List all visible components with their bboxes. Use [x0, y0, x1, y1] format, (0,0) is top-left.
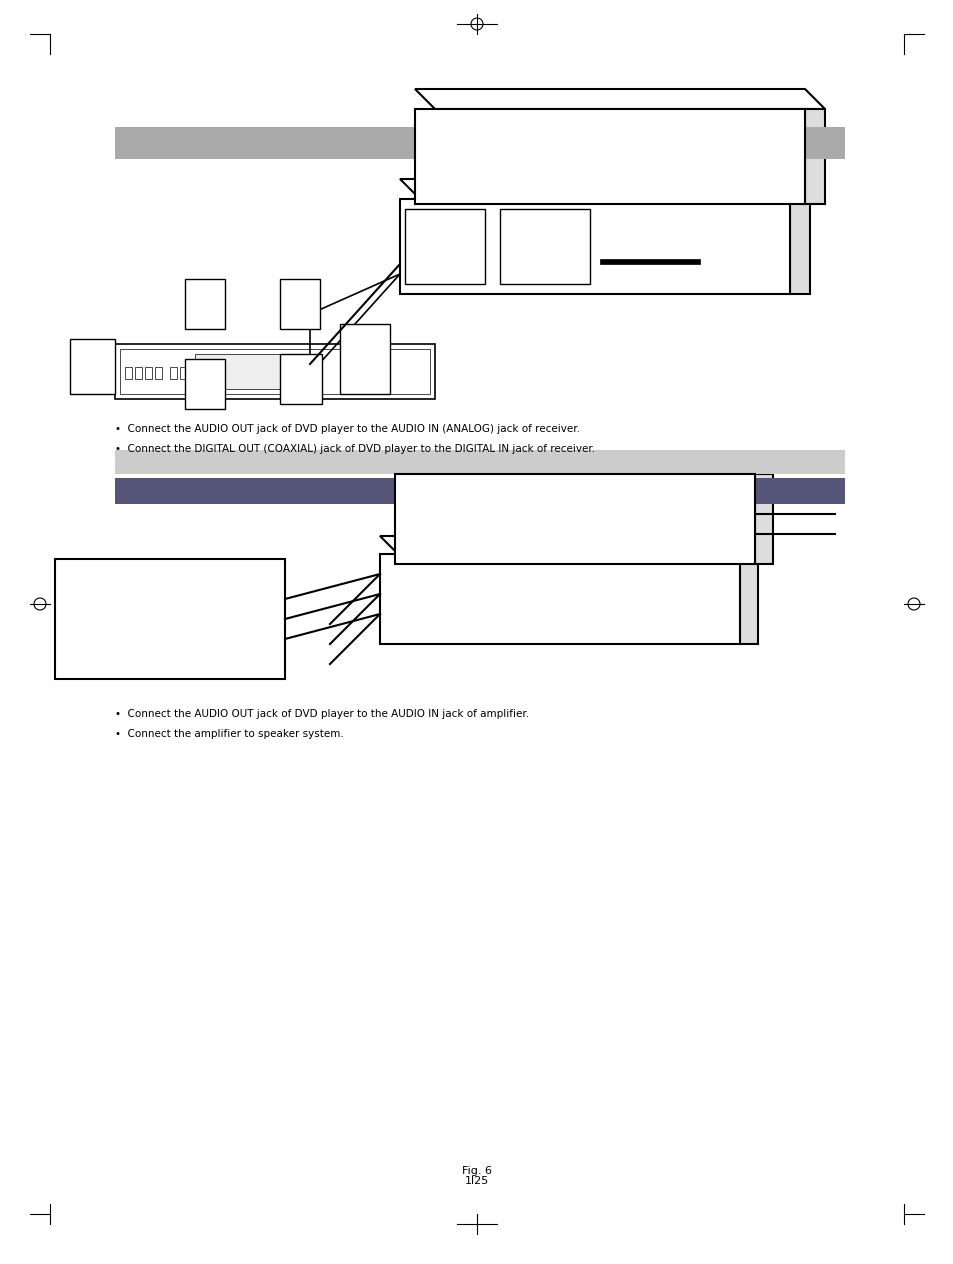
Circle shape: [713, 508, 725, 520]
Circle shape: [157, 581, 172, 597]
Circle shape: [127, 581, 143, 597]
Bar: [339, 324, 390, 394]
Text: Fig. 6: Fig. 6: [461, 1165, 492, 1176]
Text: •  Connect the amplifier to speaker system.: • Connect the amplifier to speaker syste…: [115, 729, 343, 739]
Bar: [120, 349, 430, 394]
Bar: [280, 279, 319, 329]
Polygon shape: [740, 554, 758, 643]
Bar: [415, 109, 804, 204]
Circle shape: [162, 586, 168, 592]
Polygon shape: [395, 456, 772, 474]
Circle shape: [733, 533, 745, 545]
Polygon shape: [399, 179, 809, 198]
Text: •  Connect the DIGITAL OUT (COAXIAL) jack of DVD player to the DIGITAL IN jack o: • Connect the DIGITAL OUT (COAXIAL) jack…: [115, 444, 595, 454]
Circle shape: [713, 488, 725, 501]
Bar: [395, 474, 754, 564]
Circle shape: [733, 508, 745, 520]
Bar: [194, 354, 314, 389]
Bar: [379, 554, 740, 643]
Circle shape: [409, 613, 420, 624]
Bar: [405, 209, 484, 284]
Polygon shape: [789, 198, 809, 295]
Circle shape: [713, 533, 725, 545]
Bar: [125, 367, 132, 379]
Circle shape: [389, 568, 400, 580]
Bar: [399, 198, 789, 295]
Bar: [70, 339, 115, 394]
Circle shape: [132, 586, 138, 592]
Bar: [154, 367, 162, 379]
Bar: [185, 359, 225, 410]
Circle shape: [409, 588, 420, 600]
Text: 1l25: 1l25: [464, 1176, 489, 1186]
Bar: [499, 209, 589, 284]
Bar: [145, 367, 152, 379]
Bar: [115, 450, 844, 474]
Bar: [115, 478, 844, 504]
Polygon shape: [379, 536, 758, 554]
Bar: [599, 259, 700, 264]
Circle shape: [389, 588, 400, 600]
Bar: [280, 354, 322, 404]
Bar: [115, 126, 844, 159]
Bar: [55, 559, 285, 679]
Bar: [135, 367, 142, 379]
Bar: [180, 367, 187, 379]
Text: •  Connect the AUDIO OUT jack of DVD player to the AUDIO IN (ANALOG) jack of rec: • Connect the AUDIO OUT jack of DVD play…: [115, 423, 579, 434]
Circle shape: [389, 613, 400, 624]
Circle shape: [409, 568, 420, 580]
Circle shape: [733, 488, 745, 501]
Bar: [185, 279, 225, 329]
Polygon shape: [754, 474, 772, 564]
Polygon shape: [804, 109, 824, 204]
Polygon shape: [415, 88, 824, 109]
Bar: [115, 344, 435, 399]
Bar: [190, 367, 196, 379]
Bar: [170, 367, 177, 379]
Text: •  Connect the AUDIO OUT jack of DVD player to the AUDIO IN jack of amplifier.: • Connect the AUDIO OUT jack of DVD play…: [115, 709, 529, 719]
